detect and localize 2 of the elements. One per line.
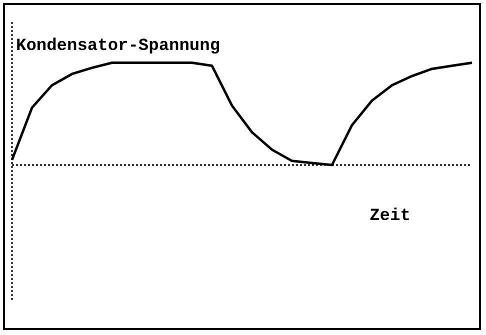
- y-axis-title: Kondensator-Spannung: [16, 37, 220, 56]
- x-axis-title: Zeit: [370, 207, 410, 226]
